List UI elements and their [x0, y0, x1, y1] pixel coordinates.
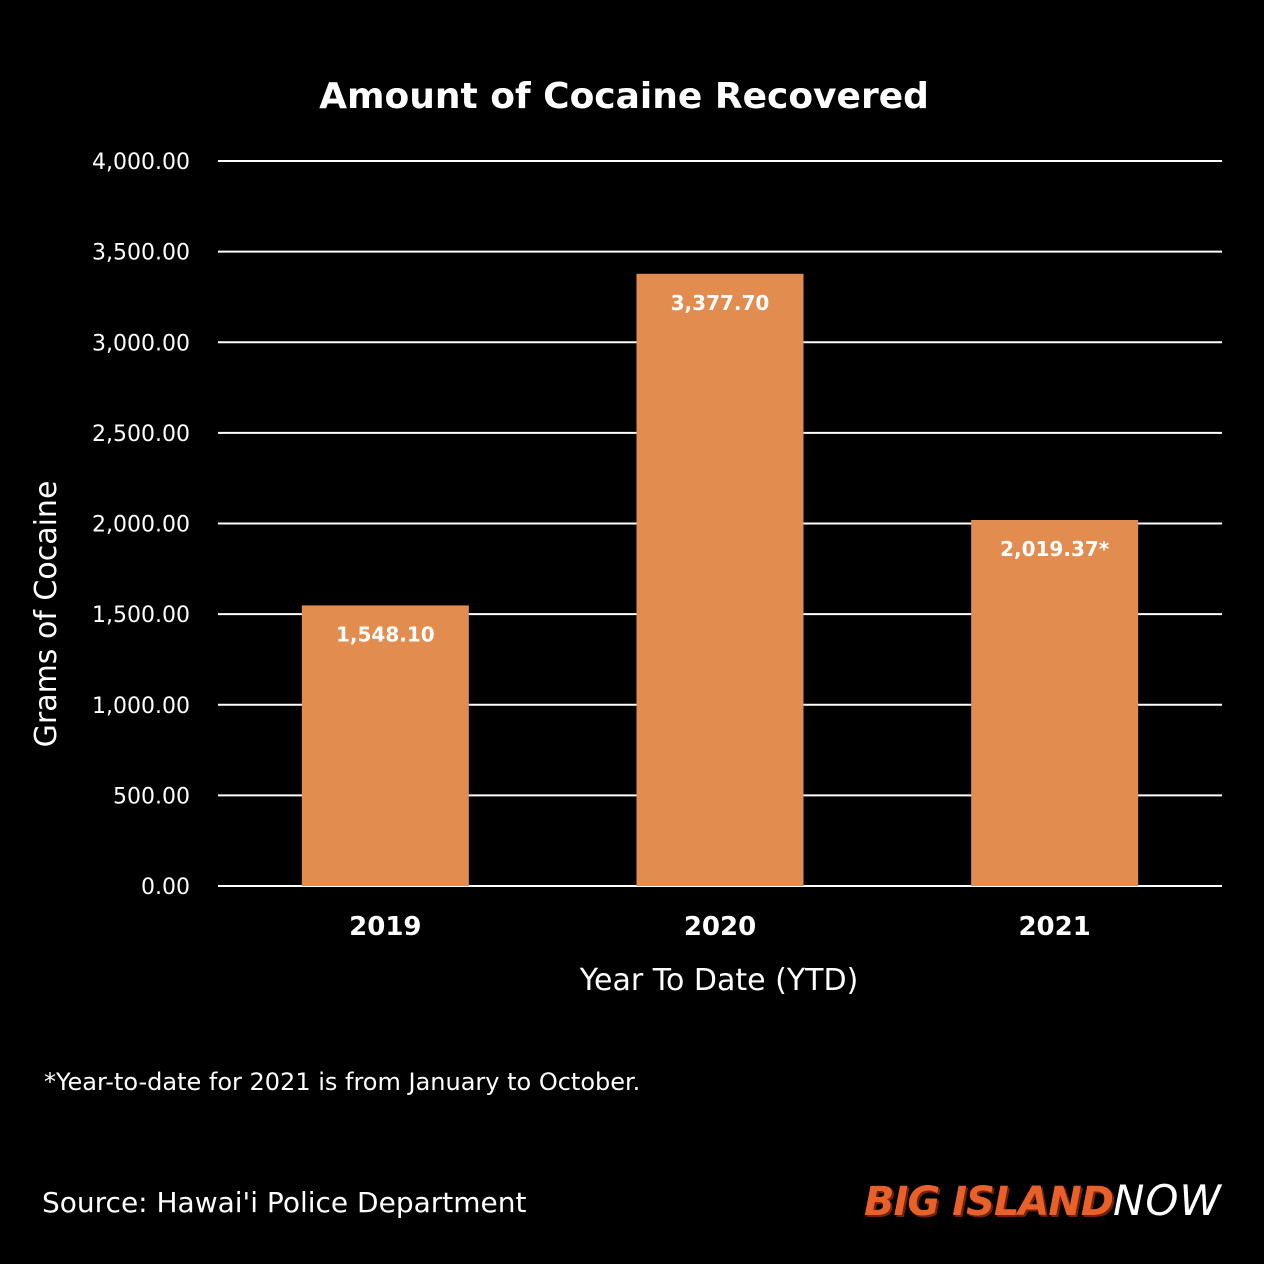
x-axis-label: Year To Date (YTD)	[579, 963, 859, 998]
y-tick-label: 4,000.00	[92, 150, 190, 175]
data-label-2020: 3,377.70	[671, 291, 770, 315]
y-tick-label: 500.00	[113, 784, 190, 809]
y-tick-label: 3,500.00	[92, 241, 190, 266]
big-island-now-logo: BIG ISLANDNOW	[864, 1176, 1221, 1232]
logo-text-big-island: BIG ISLAND	[864, 1179, 1114, 1225]
y-tick-label: 1,500.00	[92, 603, 190, 628]
x-tick-label-2020: 2020	[684, 912, 756, 942]
y-tick-label: 1,000.00	[92, 694, 190, 719]
chart-title: Amount of Cocaine Recovered	[319, 76, 929, 117]
y-axis-label: Grams of Cocaine	[29, 481, 64, 748]
y-axis-ticks: 0.00 500.00 1,000.00 1,500.00 2,000.00 2,500.…	[92, 150, 190, 900]
bars	[301, 273, 1139, 886]
data-label-2019: 1,548.10	[336, 622, 435, 646]
data-label-2021: 2,019.37*	[1000, 537, 1110, 561]
x-axis-ticks: 2019 2020 2021	[349, 912, 1091, 942]
logo-text-now: NOW	[1112, 1176, 1222, 1225]
x-tick-label-2021: 2021	[1018, 912, 1090, 942]
y-tick-label: 2,000.00	[92, 513, 190, 538]
source-credit: Source: Hawai'i Police Department	[42, 1186, 527, 1219]
bar-2020	[636, 273, 804, 886]
bar-2021	[971, 519, 1139, 886]
data-labels: 1,548.10 3,377.70 2,019.37*	[336, 291, 1110, 647]
y-tick-label: 2,500.00	[92, 422, 190, 447]
x-tick-label-2019: 2019	[349, 912, 421, 942]
bar-2019	[301, 605, 469, 886]
y-tick-label: 3,000.00	[92, 331, 190, 356]
y-tick-label: 0.00	[141, 875, 190, 900]
footnote: *Year-to-date for 2021 is from January t…	[44, 1068, 641, 1096]
